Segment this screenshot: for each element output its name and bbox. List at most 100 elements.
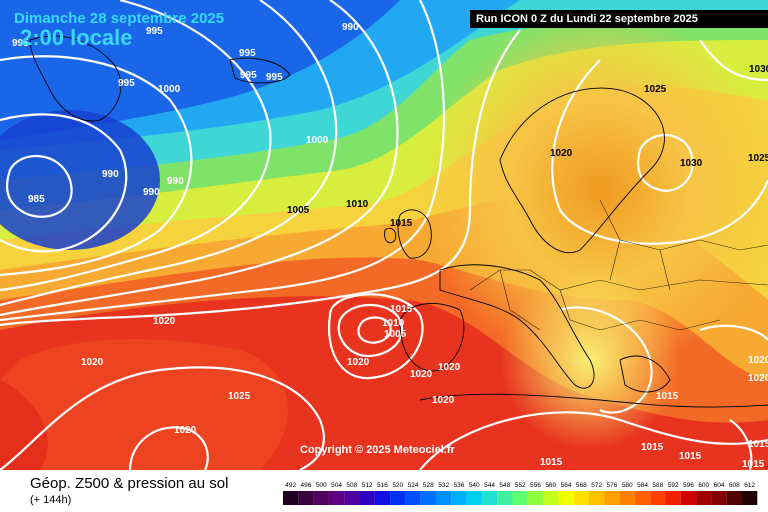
pressure-label: 990 — [167, 176, 184, 187]
isobar-1020-italy — [559, 306, 653, 414]
border-line-6 — [659, 249, 671, 291]
isobar-1015-south — [419, 411, 768, 470]
scale-swatch — [390, 491, 406, 505]
pressure-label: 1010 — [346, 199, 369, 210]
balkans-coast — [619, 355, 671, 393]
isobar-1030-ne — [699, 39, 768, 82]
isobar-1025-atlantic — [128, 426, 209, 470]
scale-tick-label: 508 — [346, 482, 357, 489]
scale-swatch — [742, 491, 758, 505]
scale-swatch — [359, 491, 375, 505]
copyright: Copyright © 2025 Meteociel.fr — [300, 444, 455, 456]
color-scale: 492 496 500 504 508 512 516 520 524 528 532 536 540 5… — [283, 482, 758, 505]
scale-swatch — [298, 491, 314, 505]
pressure-label: 1030 — [680, 158, 703, 169]
pressure-label: 1020 — [438, 362, 461, 373]
isobar-1020-east — [699, 324, 768, 341]
pressure-label: 1020 — [347, 357, 370, 368]
scale-swatch — [558, 491, 574, 505]
scale-tick-label: 588 — [652, 482, 663, 489]
scale-tick-label: 580 — [622, 482, 633, 489]
isobar-990 — [0, 113, 128, 253]
pressure-label: 1015 — [390, 304, 413, 315]
scale-tick-label: 512 — [362, 482, 373, 489]
pressure-label: 1015 — [540, 457, 563, 468]
border-line-1 — [469, 269, 768, 291]
pressure-label: 995 — [118, 78, 135, 89]
valid-date: Dimanche 28 septembre 2025 — [14, 10, 225, 27]
pressure-label: 1025 — [748, 153, 768, 164]
legend-title: Géop. Z500 & pression au sol — [30, 475, 229, 492]
azores-high-core — [0, 339, 288, 470]
pressure-label: 1030 — [749, 64, 768, 75]
scale-swatch — [451, 491, 467, 505]
ireland-coast — [384, 227, 397, 244]
isobar-1020 — [0, 29, 521, 327]
scale-tick-label: 524 — [408, 482, 419, 489]
scale-swatch — [512, 491, 528, 505]
pressure-label: 995 — [146, 26, 163, 37]
pressure-label: 995 — [12, 38, 29, 49]
valid-time: 2:00 locale — [20, 25, 133, 50]
isobar-985 — [5, 155, 73, 218]
pressure-label: 1015 — [390, 218, 413, 229]
scale-tick-label: 612 — [744, 482, 755, 489]
scale-swatch — [374, 491, 391, 505]
pressure-label: 990 — [102, 169, 119, 180]
pressure-label: 995 — [240, 70, 257, 81]
valid-time-box: Dimanche 28 septembre 2025 2:00 locale — [14, 10, 224, 51]
pressure-label: 1000 — [158, 84, 181, 95]
scale-swatch — [634, 491, 651, 505]
scale-tick-label: 564 — [561, 482, 572, 489]
legend-subtitle: (+ 144h) — [30, 494, 72, 506]
scale-swatch — [497, 491, 513, 505]
pressure-label: 1010 — [382, 318, 405, 329]
scale-swatch — [604, 491, 620, 505]
pressure-label: 1015 — [748, 439, 768, 450]
scale-swatch — [543, 491, 559, 505]
scale-swatch — [436, 491, 452, 505]
north-africa-coast — [419, 393, 768, 408]
scale-swatch — [726, 491, 742, 505]
scale-tick-label: 584 — [637, 482, 648, 489]
scale-swatch — [665, 491, 681, 505]
scale-tick-label: 572 — [591, 482, 602, 489]
isobar-1030 — [637, 134, 694, 192]
britain-coast — [397, 209, 432, 259]
isobar-1020-atlantic — [0, 366, 325, 470]
pressure-label: 995 — [239, 48, 256, 59]
scale-tick-label: 504 — [331, 482, 342, 489]
scale-tick-label: 600 — [698, 482, 709, 489]
scale-tick-label: 492 — [285, 482, 296, 489]
isobar-1000 — [0, 0, 272, 292]
scale-tick-label: 516 — [377, 482, 388, 489]
pressure-label: 1020 — [81, 357, 104, 368]
scale-tick-label: 520 — [392, 482, 403, 489]
scale-swatch — [589, 491, 605, 505]
isobar-1015-east — [729, 419, 753, 470]
scandinavia-coast — [499, 87, 665, 254]
scale-tick-label: 596 — [683, 482, 694, 489]
pressure-label: 1020 — [410, 369, 433, 380]
pressure-label: 1020 — [153, 316, 176, 327]
pressure-labels: 995 995 990 995 995 995 1000 995 1000 990 990 990 98… — [12, 22, 768, 470]
pressure-label: 995 — [266, 72, 283, 83]
border-line-3 — [559, 289, 721, 331]
border-line-2 — [499, 269, 541, 331]
isobar-1005 — [0, 0, 338, 307]
border-line-4 — [599, 199, 768, 251]
scale-tick-label: 556 — [530, 482, 541, 489]
pressure-label: 1015 — [656, 391, 679, 402]
europe-coast — [439, 264, 595, 389]
scale-swatch — [344, 491, 360, 505]
isobar-995 — [0, 55, 193, 277]
pressure-label: 1015 — [679, 451, 702, 462]
pressure-label: 985 — [28, 194, 45, 205]
scale-swatch — [650, 491, 666, 505]
pressure-label: 990 — [342, 22, 359, 33]
pressure-label: 1020 — [550, 148, 573, 159]
pressure-label: 990 — [143, 187, 160, 198]
pressure-label: 1000 — [306, 135, 329, 146]
scale-swatch — [573, 491, 589, 505]
